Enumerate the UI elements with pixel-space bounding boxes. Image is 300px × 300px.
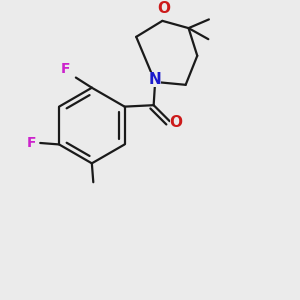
Text: F: F	[61, 62, 70, 76]
Text: O: O	[169, 115, 182, 130]
Text: O: O	[157, 2, 170, 16]
Text: N: N	[149, 71, 161, 86]
Text: F: F	[26, 136, 36, 150]
